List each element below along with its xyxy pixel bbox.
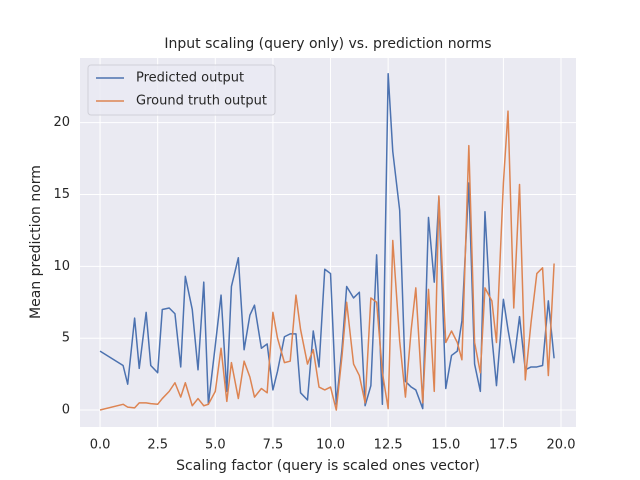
- y-tick-label: 20: [53, 115, 70, 130]
- y-tick-label: 15: [53, 187, 70, 202]
- chart-title: Input scaling (query only) vs. predictio…: [164, 36, 491, 52]
- series-line: [99, 110, 555, 411]
- legend-label: Ground truth output: [136, 94, 267, 109]
- plot-area: [80, 58, 576, 427]
- x-tick-label: 0.0: [90, 438, 111, 453]
- y-tick-label: 5: [62, 331, 70, 346]
- x-tick-label: 15.0: [431, 438, 460, 453]
- x-tick-label: 2.5: [147, 438, 168, 453]
- x-tick-label: 5.0: [205, 438, 226, 453]
- y-tick-label: 0: [62, 403, 70, 418]
- x-axis-label: Scaling factor (query is scaled ones vec…: [176, 458, 480, 474]
- legend-box: [87, 64, 276, 116]
- grid: [80, 58, 576, 427]
- x-tick-label: 17.5: [489, 438, 518, 453]
- x-tick-label: 10.0: [316, 438, 345, 453]
- y-tick-label: 10: [53, 259, 70, 274]
- x-tick-label: 12.5: [374, 438, 403, 453]
- y-axis-label: Mean prediction norm: [28, 165, 44, 319]
- legend-label: Predicted output: [136, 71, 244, 86]
- x-tick-label: 20.0: [547, 438, 576, 453]
- lines: [99, 73, 555, 411]
- legend: Predicted output Ground truth output: [87, 64, 276, 116]
- x-tick-label: 7.5: [263, 438, 284, 453]
